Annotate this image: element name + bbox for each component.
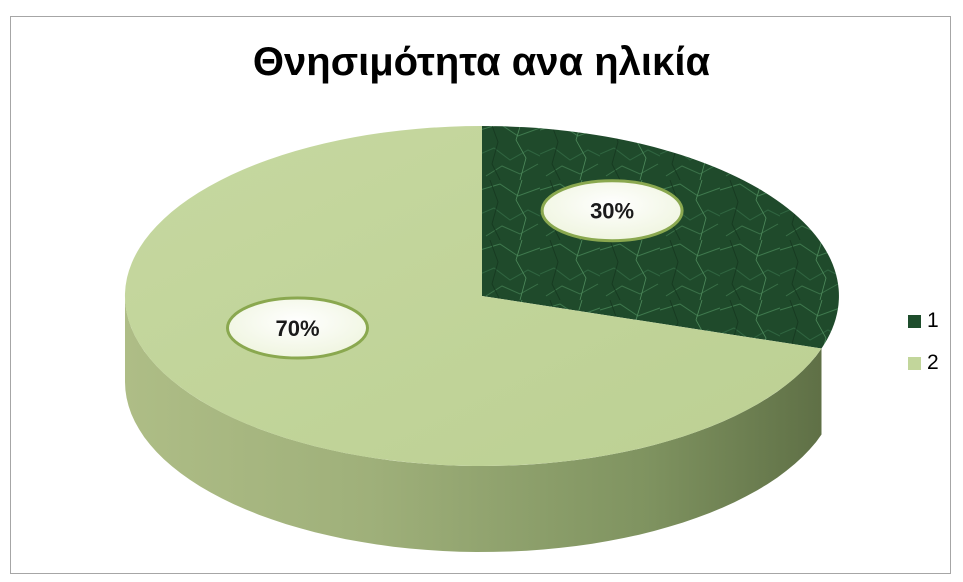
legend-item-1: 1 — [908, 308, 939, 334]
data-label-layer: 30% 70% — [226, 179, 684, 360]
pie-layer — [124, 126, 839, 552]
legend-item-2: 2 — [908, 350, 939, 376]
legend-swatch-1 — [908, 314, 921, 328]
data-label-1: 30% — [540, 179, 684, 243]
chart-title: Θνησιμότητα ανα ηλικία — [252, 40, 711, 84]
pie-slice-2-side — [125, 296, 822, 552]
data-label-text-2: 70% — [275, 316, 319, 341]
legend-label-2: 2 — [927, 351, 939, 374]
data-label-text-1: 30% — [590, 199, 634, 224]
legend: 1 2 — [908, 308, 939, 392]
pie-slice-1 — [482, 126, 839, 349]
data-label-2: 70% — [226, 296, 369, 360]
legend-swatch-2 — [908, 356, 921, 370]
legend-label-1: 1 — [927, 309, 939, 332]
pie-slice-2 — [124, 126, 822, 467]
